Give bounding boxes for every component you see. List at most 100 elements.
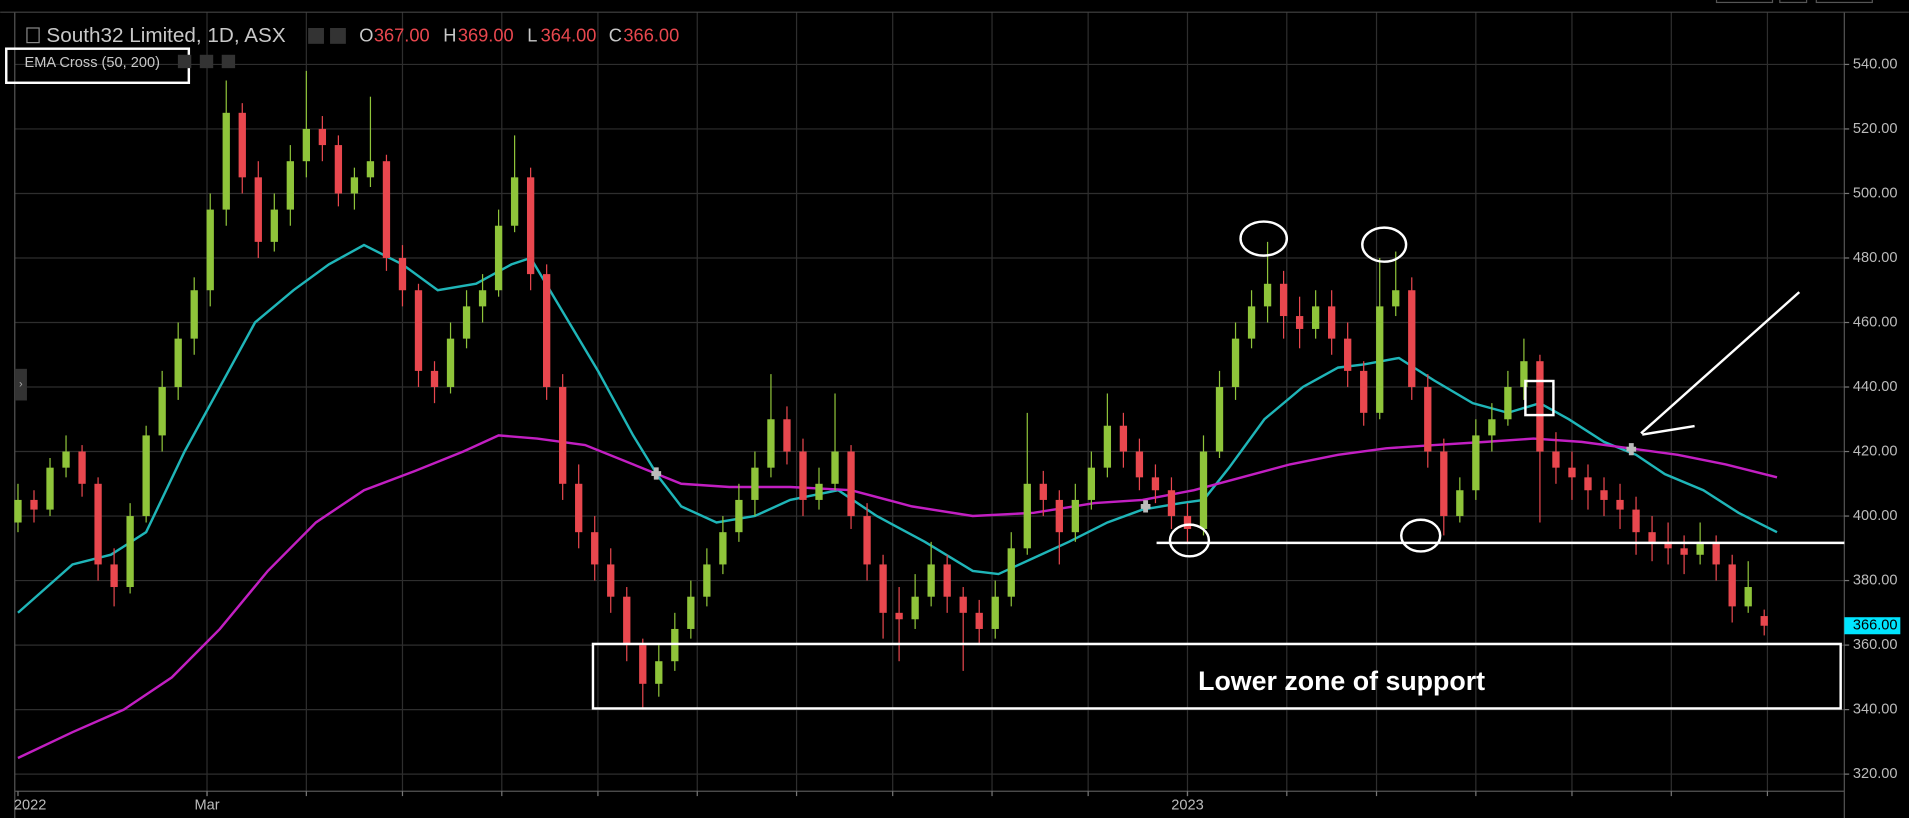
candle-body	[1712, 541, 1720, 565]
ohlc-label: L	[527, 24, 537, 45]
candle-body	[1344, 338, 1352, 371]
settings-icon[interactable]	[330, 27, 346, 44]
candle-body	[1520, 361, 1528, 388]
y-tick-label: 400.00	[1853, 508, 1898, 524]
candle-body	[126, 516, 134, 588]
toolbar-button[interactable]	[1815, 0, 1873, 4]
candle-body	[1215, 387, 1224, 452]
candle-body	[1424, 387, 1432, 452]
candles	[14, 70, 1768, 710]
candle-body	[1199, 451, 1208, 529]
candle-body	[62, 451, 70, 468]
top-circle	[1239, 220, 1289, 257]
chart-title: South32 Limited, 1D, ASX	[46, 24, 285, 47]
top-circle	[1361, 226, 1408, 263]
candle-body	[1376, 306, 1384, 413]
candle-body	[943, 564, 951, 597]
candle-body	[206, 209, 214, 291]
side-tab[interactable]	[14, 368, 27, 401]
toolbar-button[interactable]	[1715, 0, 1774, 4]
candle-body	[366, 161, 375, 178]
candle-body	[1728, 564, 1736, 607]
candle-body	[911, 596, 919, 620]
candle-body	[831, 451, 839, 484]
candle-body	[1295, 316, 1304, 329]
indicator-icon[interactable]	[199, 54, 214, 69]
candle-body	[1760, 616, 1768, 626]
candle-body	[222, 112, 230, 210]
y-tick-label: 420.00	[1853, 443, 1898, 459]
candle-body	[1279, 283, 1288, 317]
candle-body	[703, 564, 711, 597]
candle-body	[719, 532, 727, 565]
indicator-icon[interactable]	[221, 54, 236, 69]
ohlc-value: 367.00	[374, 24, 430, 45]
candle-body	[1231, 338, 1240, 388]
arrow-head	[1642, 424, 1695, 436]
candle-body	[607, 564, 615, 597]
candle-body	[158, 387, 166, 436]
candle-body	[1167, 490, 1176, 517]
x-tick-label: 2022	[14, 798, 46, 814]
ohlc-legend: O 367.00 H 369.00 L 364.00 C 366.00	[359, 24, 679, 45]
ohlc-label: O	[359, 24, 373, 45]
candle-body	[78, 451, 86, 484]
collapse-icon[interactable]	[26, 27, 40, 44]
candle-body	[1103, 425, 1112, 468]
bottom-circle	[1400, 518, 1442, 553]
candle-body	[815, 483, 823, 500]
candle-body	[190, 290, 198, 339]
candle-body	[1632, 509, 1640, 533]
candle-body	[238, 112, 246, 178]
candle-body	[1472, 435, 1480, 491]
candle-body	[975, 612, 983, 629]
candle-body	[1055, 499, 1063, 533]
candle-body	[847, 451, 855, 517]
candle-body	[895, 612, 903, 620]
candle-body	[863, 516, 871, 565]
candle-body	[687, 596, 695, 629]
y-tick-label: 320.00	[1853, 766, 1898, 782]
crossover-box	[1524, 379, 1555, 417]
ema-line	[17, 434, 1778, 760]
y-tick-label: 460.00	[1853, 314, 1898, 330]
ema-lines	[17, 243, 1778, 760]
candle-body	[623, 596, 631, 646]
candle-body	[478, 290, 487, 307]
y-tick-label: 520.00	[1853, 121, 1898, 137]
ohlc-value: 364.00	[541, 24, 597, 45]
annotation: Lower zone of support	[1198, 666, 1485, 696]
candle-body	[286, 161, 294, 210]
candle-body	[1696, 541, 1704, 555]
candle-body	[1456, 490, 1464, 517]
candle-body	[1311, 306, 1320, 329]
candle-body	[430, 370, 439, 388]
indicator-icon[interactable]	[177, 54, 192, 69]
visibility-icon[interactable]	[308, 27, 324, 44]
candle-body	[14, 499, 22, 523]
drawings	[591, 220, 1845, 710]
ohlc-value: 369.00	[458, 24, 514, 45]
candle-body	[1151, 477, 1160, 491]
toolbar-button[interactable]	[1779, 0, 1808, 4]
candle-body	[1071, 499, 1079, 533]
ohlc-label: C	[609, 24, 622, 45]
candle-body	[446, 338, 455, 388]
candle-body	[334, 145, 343, 194]
x-tick-label: 2023	[1171, 798, 1203, 814]
candle-body	[462, 306, 471, 339]
candle-body	[1680, 548, 1688, 555]
candle-body	[494, 225, 503, 291]
candle-body	[30, 499, 38, 510]
ohlc-value: 366.00	[623, 24, 679, 45]
side-tab-icon[interactable]: ›	[19, 379, 23, 391]
candle-body	[46, 467, 54, 510]
candle-body	[655, 661, 663, 684]
candle-body	[142, 435, 150, 517]
candle-body	[382, 161, 391, 258]
candle-body	[526, 177, 535, 275]
arrow-shaft	[1640, 291, 1801, 435]
candle-body	[302, 128, 310, 162]
candle-body	[1392, 290, 1400, 307]
candle-body	[575, 483, 583, 533]
